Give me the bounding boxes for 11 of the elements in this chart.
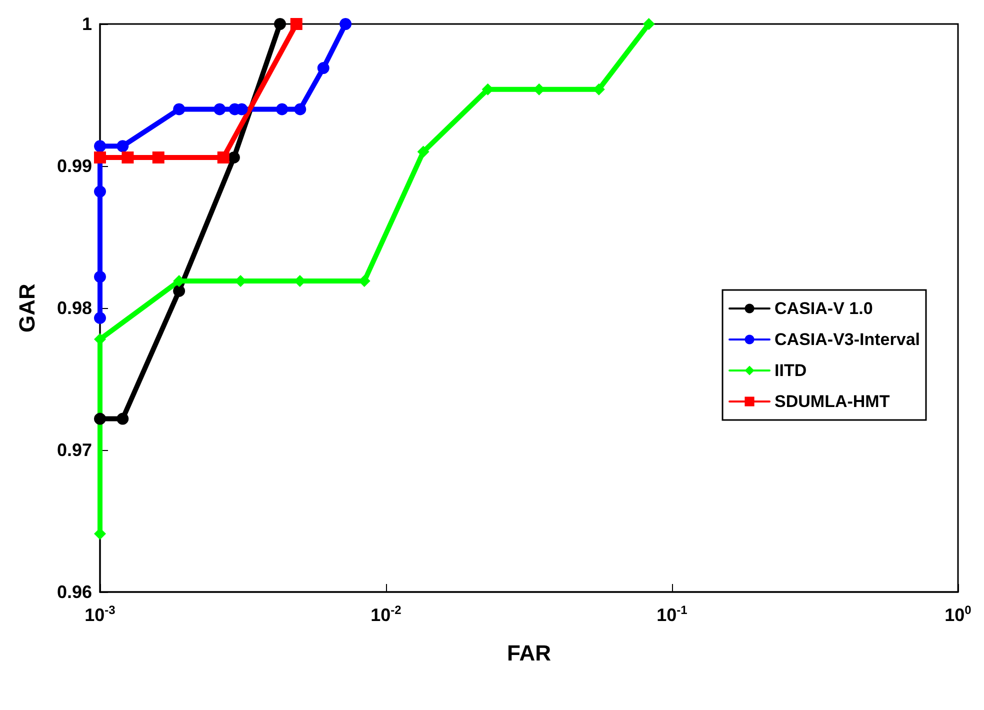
legend-label: IITD <box>774 361 807 380</box>
legend-label: CASIA-V 1.0 <box>774 299 873 318</box>
y-tick-label: 1 <box>82 14 92 34</box>
y-tick-label: 0.96 <box>56 582 92 602</box>
legend-label: SDUMLA-HMT <box>774 392 890 411</box>
x-axis-title: FAR <box>507 640 552 666</box>
y-tick-label: 0.97 <box>56 440 92 460</box>
y-tick-label: 0.99 <box>56 156 92 176</box>
y-axis-title: GAR <box>14 283 40 332</box>
y-tick-label: 0.98 <box>56 298 92 318</box>
legend-label: CASIA-V3-Interval <box>774 330 920 349</box>
